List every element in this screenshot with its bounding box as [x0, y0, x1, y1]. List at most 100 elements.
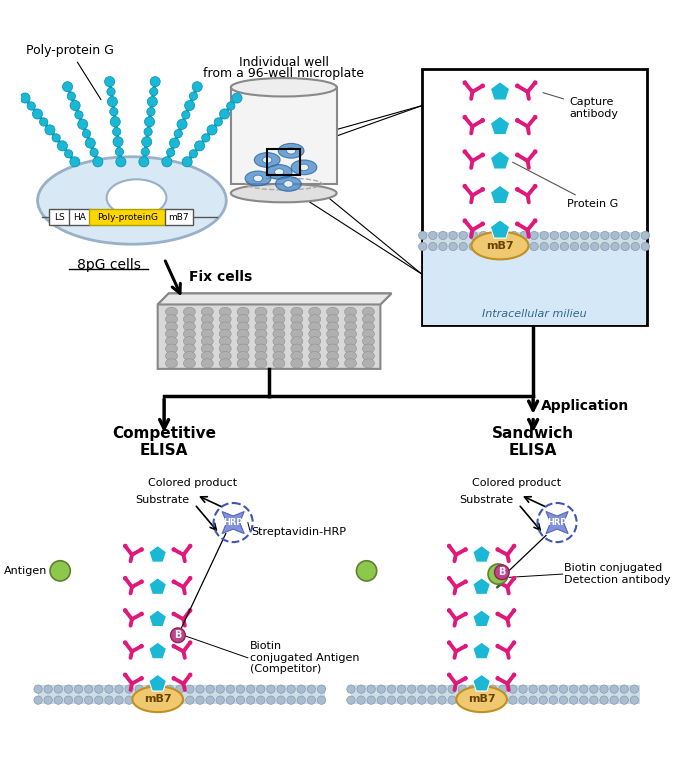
Ellipse shape — [362, 329, 375, 339]
Circle shape — [620, 685, 628, 694]
Polygon shape — [490, 151, 510, 169]
Circle shape — [529, 685, 537, 694]
Circle shape — [481, 222, 484, 226]
Circle shape — [44, 685, 52, 694]
Ellipse shape — [309, 329, 321, 339]
Circle shape — [140, 677, 143, 680]
Ellipse shape — [184, 315, 195, 324]
Circle shape — [464, 644, 467, 647]
Circle shape — [540, 243, 548, 251]
Circle shape — [534, 115, 537, 119]
Text: Individual well: Individual well — [239, 56, 329, 69]
Circle shape — [610, 696, 619, 704]
Circle shape — [144, 127, 152, 136]
Circle shape — [601, 231, 609, 240]
Circle shape — [75, 111, 83, 119]
Circle shape — [188, 641, 192, 644]
Circle shape — [140, 580, 143, 583]
Ellipse shape — [327, 315, 338, 324]
Circle shape — [621, 231, 630, 240]
Text: mB7: mB7 — [169, 212, 189, 221]
Ellipse shape — [166, 359, 177, 368]
Circle shape — [509, 685, 517, 694]
Text: Colored product: Colored product — [472, 478, 561, 487]
Circle shape — [510, 231, 518, 240]
Ellipse shape — [201, 337, 213, 346]
Circle shape — [216, 696, 225, 704]
Circle shape — [560, 696, 568, 704]
Ellipse shape — [237, 315, 249, 324]
Polygon shape — [473, 675, 490, 691]
Ellipse shape — [166, 329, 177, 339]
Circle shape — [34, 696, 42, 704]
Circle shape — [620, 696, 628, 704]
FancyBboxPatch shape — [423, 232, 647, 250]
Circle shape — [481, 119, 484, 122]
Circle shape — [610, 685, 619, 694]
Ellipse shape — [201, 359, 213, 368]
Circle shape — [550, 231, 558, 240]
Circle shape — [214, 117, 223, 126]
Ellipse shape — [345, 337, 356, 346]
Circle shape — [469, 231, 477, 240]
Ellipse shape — [345, 322, 356, 331]
Circle shape — [463, 81, 466, 84]
Circle shape — [115, 148, 123, 156]
Circle shape — [512, 544, 516, 547]
Circle shape — [124, 609, 127, 612]
Circle shape — [488, 564, 508, 584]
Ellipse shape — [362, 322, 375, 331]
Ellipse shape — [255, 322, 267, 331]
Circle shape — [631, 243, 639, 251]
Ellipse shape — [166, 344, 177, 353]
Circle shape — [45, 125, 55, 135]
Circle shape — [560, 231, 569, 240]
Circle shape — [116, 157, 126, 167]
Ellipse shape — [255, 307, 267, 316]
Circle shape — [188, 673, 192, 676]
Ellipse shape — [231, 184, 336, 202]
Ellipse shape — [219, 344, 231, 353]
Polygon shape — [222, 512, 245, 534]
Text: mB7: mB7 — [486, 240, 514, 251]
Circle shape — [172, 548, 175, 551]
Ellipse shape — [309, 307, 321, 316]
Circle shape — [297, 696, 306, 704]
Circle shape — [95, 685, 103, 694]
Polygon shape — [490, 185, 510, 204]
Circle shape — [447, 544, 451, 547]
FancyBboxPatch shape — [49, 209, 70, 225]
Circle shape — [530, 243, 538, 251]
Circle shape — [227, 102, 235, 110]
Ellipse shape — [219, 315, 231, 324]
Ellipse shape — [275, 169, 284, 175]
Text: HRP: HRP — [223, 518, 243, 527]
Ellipse shape — [273, 315, 285, 324]
Ellipse shape — [291, 352, 303, 361]
Circle shape — [549, 685, 558, 694]
Circle shape — [479, 231, 488, 240]
Ellipse shape — [219, 329, 231, 339]
Ellipse shape — [237, 322, 249, 331]
Ellipse shape — [237, 344, 249, 353]
Circle shape — [418, 696, 426, 704]
Ellipse shape — [273, 322, 285, 331]
Ellipse shape — [345, 307, 356, 316]
FancyBboxPatch shape — [89, 209, 166, 225]
Circle shape — [590, 243, 599, 251]
Circle shape — [463, 219, 466, 222]
Ellipse shape — [255, 359, 267, 368]
Ellipse shape — [273, 307, 285, 316]
Circle shape — [149, 87, 158, 96]
Circle shape — [429, 231, 437, 240]
Circle shape — [139, 157, 149, 167]
Circle shape — [512, 577, 516, 580]
Ellipse shape — [299, 164, 309, 171]
Polygon shape — [473, 546, 490, 562]
Circle shape — [297, 685, 306, 694]
Circle shape — [560, 243, 569, 251]
Ellipse shape — [237, 352, 249, 361]
Ellipse shape — [254, 152, 280, 168]
Ellipse shape — [309, 337, 321, 346]
Circle shape — [150, 77, 160, 86]
